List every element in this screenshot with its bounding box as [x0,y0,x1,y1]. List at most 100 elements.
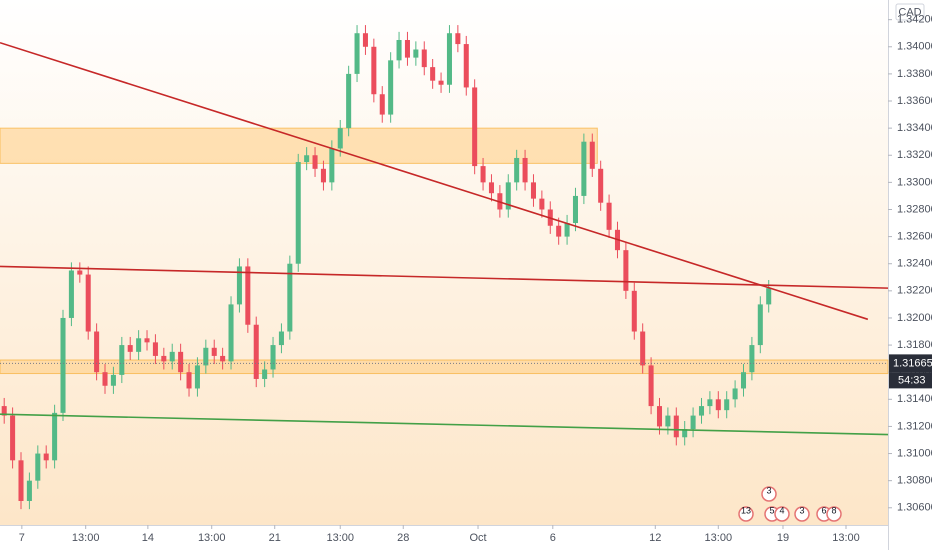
zone [0,359,889,375]
x-tick-label: Oct [469,532,486,544]
candle-body [245,266,251,325]
candle-body [228,304,234,362]
candle-body [690,415,696,430]
candle-body [169,351,175,362]
price-label-box [889,354,932,373]
trend-line [0,413,889,436]
x-tick-label: 12 [649,532,661,544]
y-tick-label: 1.31800 [897,339,932,351]
candle-body [572,195,578,224]
candle-body [388,60,394,115]
candle-body [127,345,133,352]
event-label: 13 [741,505,751,515]
trend-line [0,265,889,289]
plot-background [0,0,888,525]
event-badge [774,506,790,522]
candle-body [589,141,595,169]
candle-body [438,80,444,85]
y-tick-label: 1.34000 [897,41,932,53]
candle-body [270,345,276,370]
candle-body [287,263,293,332]
candle-body [522,157,528,183]
timer-label: 54:33 [898,374,926,386]
y-tick-label: 1.32600 [897,231,932,243]
x-tick-label: 13:00 [198,532,226,544]
candle-body [455,33,461,45]
candle-body [85,274,91,332]
y-tick-label: 1.32000 [897,312,932,324]
timer-box [889,372,932,389]
x-tick-label: 13:00 [326,532,354,544]
candle-body [656,406,663,427]
event-badge [738,506,754,522]
candle-body [514,157,520,183]
x-tick-label: 13:00 [832,532,860,544]
x-tick-label: 21 [269,532,281,544]
event-label: 4 [779,505,784,515]
candle-body [698,406,705,416]
candle-body [52,412,58,461]
candle-body [102,372,108,386]
candle-body [77,270,83,275]
candle-body [35,453,41,481]
candle-body [421,49,427,68]
candle-body [1,406,7,416]
candle-body [413,49,419,58]
candle-body [749,345,755,373]
currency-box [895,3,925,21]
candle-body [18,460,24,502]
event-label: 3 [766,485,771,495]
candle-body [463,44,469,88]
candle-body [43,453,49,461]
candle-body [262,369,268,379]
candle-body [203,347,209,366]
x-tick-label: 7 [19,532,25,544]
candle-body [472,87,478,167]
candle-body [94,331,100,373]
y-tick-label: 1.31200 [897,420,932,432]
candle-body [488,182,494,194]
candle-body [186,372,192,389]
candle-body [60,317,66,413]
candle-body [10,415,16,461]
candle-body [682,429,688,438]
candle-body [430,67,436,81]
candle-body [404,39,410,58]
event-label: 5 [769,505,774,515]
candle-body [480,166,486,183]
y-tick-label: 1.30800 [897,475,932,487]
y-tick-label: 1.32800 [897,203,932,215]
event-label: 6 [821,505,826,515]
candle-body [724,399,730,411]
y-tick-label: 1.32400 [897,258,932,270]
candle-body [631,290,637,332]
candle-body [648,365,654,407]
y-tick-label: 1.34200 [897,14,932,26]
candle-body [530,182,536,199]
x-tick-label: 13:00 [72,532,100,544]
y-tick-label: 1.31400 [897,393,932,405]
x-tick-label: 13:00 [705,532,733,544]
candle-body [665,415,671,427]
candle-body [144,338,150,343]
y-tick-label: 1.30600 [897,502,932,514]
event-badge [761,486,777,502]
trend-line [0,41,869,321]
y-tick-label: 1.31000 [897,447,932,459]
candle-body [598,168,604,203]
candle-body [354,33,360,74]
candle-body [379,94,385,115]
candle-body [110,374,116,386]
candle-body [152,342,158,356]
candle-body [623,250,629,291]
candle-body [362,33,368,47]
x-tick-label: 28 [397,532,409,544]
candle-body [606,202,612,230]
x-tick-label: 6 [550,532,556,544]
event-label: 8 [831,505,836,515]
candle-body [329,148,335,183]
candle-body [505,182,511,210]
event-badge [794,506,810,522]
candle-body [278,331,284,346]
